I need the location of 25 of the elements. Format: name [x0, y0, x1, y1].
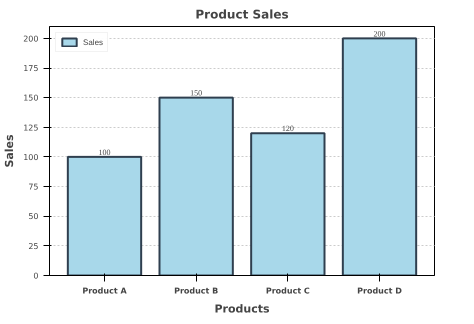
x-axis-title: Products: [214, 302, 270, 316]
x-tick-label: Product A: [82, 286, 128, 296]
chart-title: Product Sales: [195, 8, 289, 22]
y-tick-label: 0: [33, 272, 39, 280]
y-tick-label: 125: [23, 123, 39, 132]
x-tick-label: Product C: [266, 286, 310, 296]
x-tick-label: Product D: [357, 286, 402, 296]
x-tick-label: Product B: [174, 286, 218, 296]
data-label: 100: [98, 148, 110, 157]
bar: [158, 96, 234, 276]
data-label: 120: [282, 124, 294, 134]
y-axis-title: Sales: [3, 134, 16, 168]
y-tick-label: 50: [28, 212, 39, 222]
y-tick-label: 25: [28, 242, 39, 251]
bar: [66, 156, 142, 276]
y-tick-label: 200: [23, 34, 39, 44]
data-label: 200: [374, 29, 386, 38]
y-tick-label: 75: [28, 182, 39, 192]
bar: [342, 37, 418, 276]
data-label: 150: [190, 88, 202, 98]
y-tick-label: 100: [23, 152, 39, 162]
y-tick-label: 175: [23, 64, 39, 73]
legend-label: Sales: [83, 38, 104, 46]
y-tick-label: 150: [23, 94, 39, 103]
bar: [250, 132, 326, 276]
